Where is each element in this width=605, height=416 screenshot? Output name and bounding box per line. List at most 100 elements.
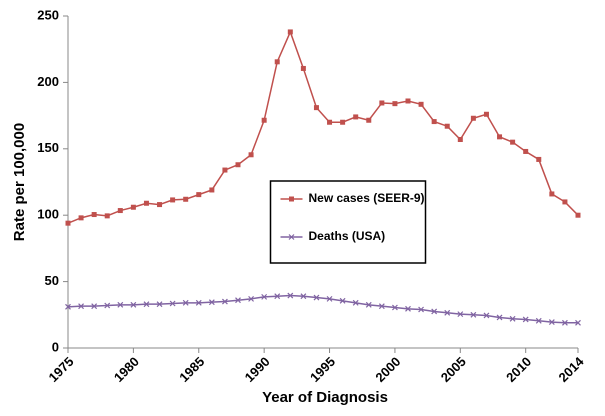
point	[562, 199, 568, 205]
point	[444, 309, 451, 316]
point	[104, 302, 111, 309]
point	[431, 119, 437, 125]
point	[235, 162, 241, 168]
y-tick-label: 50	[45, 273, 59, 288]
point	[261, 117, 267, 123]
point	[91, 212, 97, 218]
point	[444, 123, 450, 129]
point	[195, 299, 202, 306]
point	[392, 101, 398, 107]
x-tick-label: 2005	[438, 354, 469, 385]
point	[169, 300, 176, 307]
point	[561, 319, 568, 326]
point	[117, 301, 124, 308]
y-tick-label: 250	[37, 7, 59, 22]
point	[287, 292, 294, 299]
x-tick-label: 2000	[372, 354, 403, 385]
x-tick-label: 2010	[503, 354, 534, 385]
point	[130, 204, 136, 210]
point	[287, 29, 293, 35]
point	[157, 202, 163, 208]
point	[65, 303, 71, 310]
point	[431, 308, 438, 315]
legend-box	[269, 180, 427, 264]
x-tick-label: 1995	[307, 354, 338, 385]
point	[549, 191, 555, 197]
point	[143, 200, 149, 206]
point	[352, 299, 359, 306]
point	[130, 301, 137, 308]
point	[366, 117, 372, 123]
point	[156, 301, 163, 308]
point	[378, 303, 385, 310]
point	[536, 156, 542, 162]
point	[523, 148, 529, 154]
point	[340, 119, 346, 125]
point	[418, 101, 424, 107]
point	[274, 293, 281, 300]
point	[575, 319, 581, 326]
legend-label: Deaths (USA)	[309, 229, 386, 243]
point	[575, 212, 581, 218]
point	[470, 311, 477, 318]
point	[326, 295, 333, 302]
point	[497, 134, 503, 140]
series-line	[67, 29, 579, 224]
legend-label: New cases (SEER-9)	[309, 191, 425, 205]
point	[418, 306, 425, 313]
point	[483, 312, 490, 319]
point	[535, 317, 542, 324]
point	[65, 220, 71, 226]
point	[208, 299, 215, 306]
point	[274, 59, 280, 65]
point	[510, 139, 516, 145]
x-tick-label: 2014	[555, 353, 587, 385]
x-axis-label: Year of Diagnosis	[262, 389, 388, 406]
point	[313, 294, 320, 301]
point	[248, 295, 255, 302]
point	[548, 319, 555, 326]
point	[235, 297, 241, 304]
y-tick-label: 200	[37, 74, 59, 89]
point	[78, 303, 85, 310]
point	[221, 298, 228, 305]
legend-marker	[288, 234, 295, 240]
point	[209, 187, 215, 193]
point	[496, 314, 503, 321]
point	[391, 304, 398, 311]
point	[117, 208, 123, 214]
point	[470, 115, 476, 121]
point	[405, 98, 411, 104]
point	[405, 305, 411, 312]
y-tick-label: 100	[37, 207, 59, 222]
point	[300, 65, 306, 71]
point	[196, 192, 202, 198]
point	[248, 152, 254, 158]
point	[143, 301, 150, 308]
legend-marker	[289, 196, 294, 202]
point	[327, 119, 333, 125]
point	[365, 301, 372, 308]
point	[170, 197, 176, 203]
point	[182, 299, 189, 306]
point	[483, 111, 489, 117]
y-tick-label: 0	[52, 339, 59, 354]
point	[509, 315, 516, 322]
point	[313, 105, 319, 111]
point	[104, 213, 110, 219]
point	[261, 293, 268, 300]
point	[379, 100, 385, 106]
point	[300, 293, 307, 300]
x-tick-label: 1980	[111, 354, 142, 385]
point	[353, 114, 359, 120]
point	[78, 215, 84, 221]
point	[183, 196, 189, 202]
x-tick-label: 1990	[242, 354, 273, 385]
x-tick-label: 1975	[45, 354, 76, 385]
series-line	[67, 294, 578, 324]
point	[457, 137, 463, 143]
y-axis-label: Rate per 100,000	[11, 123, 28, 241]
point	[522, 316, 529, 323]
point	[222, 167, 228, 173]
